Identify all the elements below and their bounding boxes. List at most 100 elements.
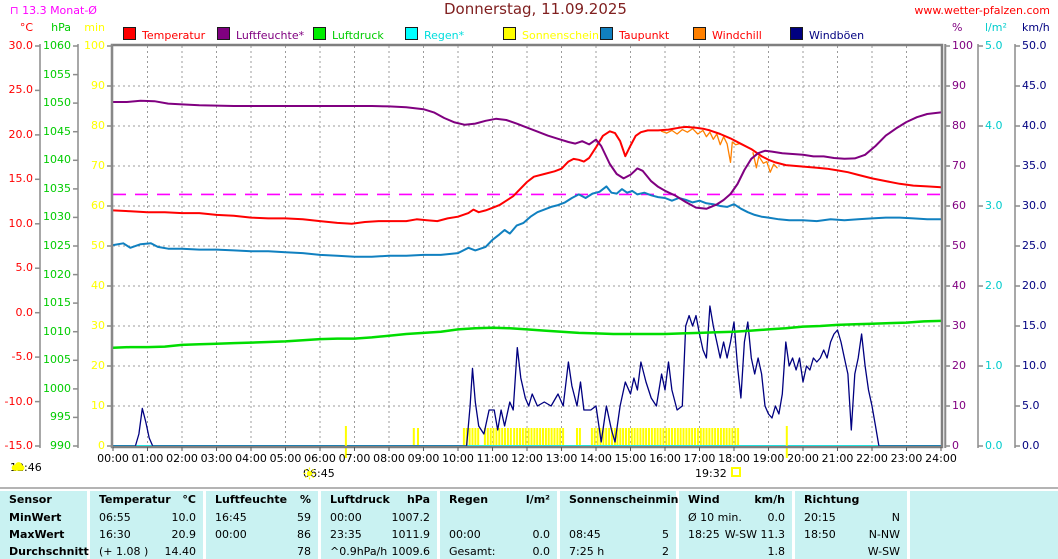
axis-tick-label-press: 1035 <box>43 181 71 195</box>
axis-tick-label-press: 1040 <box>43 153 71 167</box>
table-block-empty <box>910 491 1058 559</box>
table-cell-row: ^0.9hPa/h 1009.6 <box>330 545 430 558</box>
table-cell-row <box>560 509 676 526</box>
legend-swatch <box>217 27 230 40</box>
axis-tick-label-wind: 20.0 <box>1022 279 1047 292</box>
axis-tick-label-temp: 30.0 <box>8 39 34 52</box>
table-block-sensor: Sensor MinWert MaxWert Durchschnitt <box>0 491 89 559</box>
legend-swatch <box>693 27 706 40</box>
axis-tick-label-wind: 0.0 <box>1022 439 1040 452</box>
axis-tick-label-press: 990 <box>50 439 71 452</box>
table-column-header: Regen l/m² <box>449 493 550 506</box>
table-block-regen: Regen l/m² 00:00 0.0 Gesamt: 0.0 <box>440 491 557 559</box>
axis-tick-label-wind: 50.0 <box>1022 39 1047 52</box>
legend-swatch <box>313 27 326 40</box>
axis-tick-label-sun: 30 <box>91 319 105 332</box>
axis-tick-label-hum: 20 <box>952 359 966 372</box>
axis-tick-label-wind: 30.0 <box>1022 199 1047 212</box>
x-axis-label: 12:00 <box>511 452 543 465</box>
axis-tick-label-rain: 5.0 <box>985 39 1003 52</box>
axis-tick-label-sun: 0 <box>98 439 105 452</box>
axis-tick-label-hum: 100 <box>952 39 973 52</box>
axis-tick-label-hum: 80 <box>952 119 966 132</box>
axis-tick-label-temp: 20.0 <box>8 127 34 141</box>
table-cell-row: 18:50 N-NW <box>804 528 900 541</box>
axis-unit-C: °C <box>19 21 33 34</box>
table-column-header: Richtung <box>804 493 860 506</box>
legend-swatch <box>600 27 613 40</box>
x-axis-label: 02:00 <box>166 452 198 465</box>
x-axis-label: 14:00 <box>580 452 612 465</box>
table-block-luftfeuchte: Luftfeuchte% 16:45 59 00:00 86 78 <box>206 491 318 559</box>
axis-tick-label-temp: 0.0 <box>15 305 34 319</box>
axis-tick-label-sun: 20 <box>91 359 105 372</box>
legend-label: Windböen <box>809 29 865 42</box>
table-cell-row: 00:00 1007.2 <box>330 511 430 524</box>
x-axis-label: 00:00 <box>97 452 129 465</box>
legend-label: Luftdruck <box>332 29 384 42</box>
table-cell-row: 23:35 1011.9 <box>330 528 430 541</box>
table-block-luftdruck: Luftdruck hPa 00:00 1007.2 23:35 1011.9 ^0.9hP… <box>321 491 437 559</box>
x-axis-label: 21:00 <box>821 452 854 465</box>
x-axis-label: 07:00 <box>338 452 371 465</box>
x-axis-label: 13:00 <box>545 452 578 465</box>
legend-label: Temperatur <box>142 29 206 42</box>
axis-tick-label-wind: 15.0 <box>1022 319 1047 332</box>
table-cell-row: 18:25 W-SW 11.3 <box>688 528 785 541</box>
sunrise-time: 06:45 <box>303 467 335 480</box>
axis-tick-label-temp: -10.0 <box>4 394 33 408</box>
table-row-header: Durchschnitt <box>9 545 89 558</box>
x-axis-label: 11:00 <box>476 452 509 465</box>
table-cell-row: 78 <box>297 545 311 558</box>
x-axis-label: 08:00 <box>373 452 405 465</box>
table-cell-row: 16:45 59 <box>215 511 311 524</box>
x-axis-label: 05:00 <box>269 452 302 465</box>
axis-tick-label-press: 1005 <box>43 353 71 367</box>
x-axis-label: 20:00 <box>787 452 819 465</box>
x-axis-label: 04:00 <box>235 452 267 465</box>
website-link[interactable]: www.wetter-pfalzen.com <box>914 4 1050 17</box>
x-axis-label: 10:00 <box>442 452 474 465</box>
x-axis-label: 16:00 <box>649 452 681 465</box>
axis-tick-label-press: 1000 <box>43 381 71 395</box>
table-cell-row <box>440 509 557 526</box>
axis-tick-label-temp: 10.0 <box>8 216 34 230</box>
axis-tick-label-rain: 0.0 <box>985 439 1003 452</box>
table-row-header: MaxWert <box>9 528 65 541</box>
axis-tick-label-temp: 25.0 <box>8 83 34 97</box>
axis-tick-label-press: 1055 <box>43 67 71 81</box>
axis-tick-label-wind: 45.0 <box>1022 79 1047 92</box>
axis-tick-label-sun: 80 <box>91 119 105 132</box>
x-axis-label: 06:00 <box>304 452 336 465</box>
axis-tick-label-press: 1025 <box>43 239 71 252</box>
axis-tick-label-press: 1010 <box>43 324 71 338</box>
legend-label: Regen* <box>424 29 465 42</box>
axis-tick-label-hum: 70 <box>952 159 966 172</box>
axis-tick-label-hum: 0 <box>952 439 959 452</box>
axis-tick-label-wind: 40.0 <box>1022 119 1047 132</box>
legend-item-sonnenschein: Sonnenschein <box>503 27 599 42</box>
axis-tick-label-press: 995 <box>50 410 71 424</box>
axis-tick-label-sun: 40 <box>91 279 105 292</box>
axis-unit-min: min <box>84 21 105 34</box>
axis-tick-label-temp: -5.0 <box>11 350 33 364</box>
axis-tick-label-hum: 40 <box>952 279 966 292</box>
axis-tick-label-hum: 90 <box>952 79 966 92</box>
axis-tick-label-temp: 5.0 <box>15 261 34 275</box>
legend-item-taupunkt: Taupunkt <box>600 27 670 42</box>
axis-tick-label-sun: 70 <box>91 159 105 172</box>
monthly-average-marker: ⊓ 13.3 Monat-Ø <box>10 4 97 17</box>
weather-plot <box>35 43 1020 458</box>
x-axis-label: 17:00 <box>683 452 716 465</box>
axis-tick-label-press: 1050 <box>43 96 71 110</box>
axis-tick-label-sun: 50 <box>91 239 105 252</box>
axis-tick-label-rain: 1.0 <box>985 359 1003 372</box>
legend-item-luftdruck: Luftdruck <box>313 27 384 42</box>
x-axis-label: 15:00 <box>614 452 647 465</box>
axis-tick-label-wind: 5.0 <box>1022 399 1040 412</box>
axis-tick-label-hum: 30 <box>952 319 966 332</box>
legend-label: Taupunkt <box>619 29 670 42</box>
